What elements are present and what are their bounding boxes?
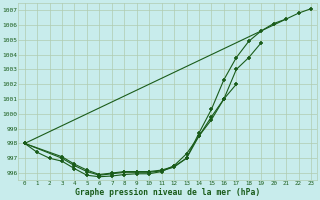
X-axis label: Graphe pression niveau de la mer (hPa): Graphe pression niveau de la mer (hPa) — [75, 188, 260, 197]
